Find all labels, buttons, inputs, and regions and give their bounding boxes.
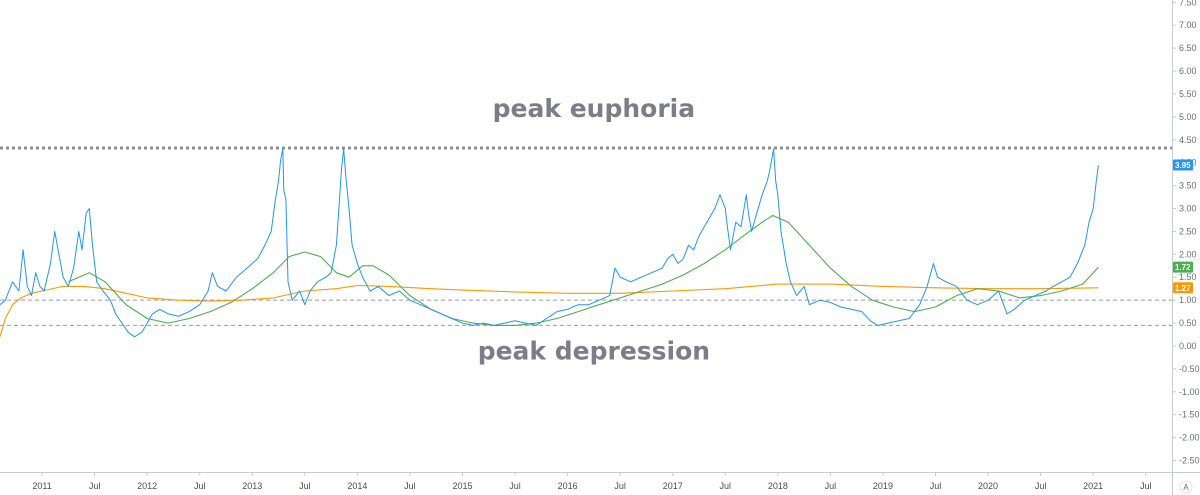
price-tick-label: 5.00	[1179, 112, 1197, 122]
time-tick-label: Jul	[509, 481, 521, 491]
price-tick-label: 0.50	[1179, 318, 1197, 328]
slow-moving-average-line	[0, 283, 1099, 337]
time-tick-label: 2020	[978, 481, 998, 491]
time-tick-label: Jul	[1140, 481, 1152, 491]
price-tick-label: 7.50	[1179, 0, 1197, 7]
value-badge-3	[1173, 282, 1193, 294]
time-tick-label: 2013	[242, 481, 262, 491]
time-tick-label: 2016	[558, 481, 578, 491]
peak-depression-label: peak depression	[478, 337, 710, 366]
price-tick-label: 2.50	[1179, 226, 1197, 236]
time-tick-label: Jul	[720, 481, 732, 491]
auto-scale-button[interactable]: A	[1179, 480, 1193, 494]
price-tick-label: 1.50	[1179, 272, 1197, 282]
fast-moving-average-line	[68, 214, 1099, 326]
price-tick-label: 6.00	[1179, 66, 1197, 76]
price-tick-label: -2.00	[1179, 433, 1200, 443]
price-tick-label: -2.50	[1179, 456, 1200, 466]
time-tick-label: 2015	[452, 481, 472, 491]
value-badge-label: 3.95	[1175, 161, 1191, 170]
time-tick-label: Jul	[194, 481, 206, 491]
annotations: peak euphoria peak depression	[478, 94, 710, 366]
time-tick-label: Jul	[825, 481, 837, 491]
price-tick-label: 0.00	[1179, 341, 1197, 351]
time-tick-label: 2012	[137, 481, 157, 491]
price-tick-label: 7.00	[1179, 20, 1197, 30]
price-tick-label: 1.00	[1179, 295, 1197, 305]
time-tick-label: 2019	[873, 481, 893, 491]
price-tick-label: -1.50	[1179, 410, 1200, 420]
time-tick-label: Jul	[299, 481, 311, 491]
price-tick-label: 3.50	[1179, 181, 1197, 191]
last-value-badges: 3.95 1.72 1.27	[1173, 159, 1193, 294]
time-tick-label: 2018	[768, 481, 788, 491]
peak-euphoria-label: peak euphoria	[493, 94, 695, 123]
time-tick-label: Jul	[404, 481, 416, 491]
reference-lines	[0, 146, 1172, 326]
price-tick-label: 4.50	[1179, 135, 1197, 145]
price-tick-label: -0.50	[1179, 364, 1200, 374]
time-axis[interactable]: 2011 Jul 2012 Jul 2013 Jul 2014 Jul 2015 Jul 2016 J…	[32, 472, 1151, 491]
time-tick-label: 2011	[32, 481, 51, 491]
value-badge-2	[1173, 261, 1193, 273]
value-badge-label: 1.27	[1175, 284, 1191, 293]
time-tick-label: Jul	[1035, 481, 1047, 491]
auto-scale-label[interactable]: A	[1183, 483, 1189, 492]
time-tick-label: Jul	[614, 481, 626, 491]
price-tick-label: 6.50	[1179, 43, 1197, 53]
time-tick-label: 2017	[663, 481, 683, 491]
time-tick-label: 2014	[347, 481, 367, 491]
price-tick-label: 3.00	[1179, 204, 1197, 214]
value-badge-1	[1173, 159, 1193, 171]
price-tick-label: 2.00	[1179, 249, 1197, 259]
time-tick-label: 2021	[1083, 481, 1103, 491]
price-axis[interactable]: 7.507.006.506.005.505.004.504.003.503.00…	[1172, 0, 1200, 466]
time-tick-label: Jul	[89, 481, 101, 491]
price-tick-label: -1.00	[1179, 387, 1200, 397]
series-layer	[0, 148, 1099, 338]
price-line	[0, 148, 1099, 338]
price-tick-label: 5.50	[1179, 89, 1197, 99]
value-badge-label: 1.72	[1175, 263, 1191, 272]
time-tick-label: Jul	[930, 481, 942, 491]
